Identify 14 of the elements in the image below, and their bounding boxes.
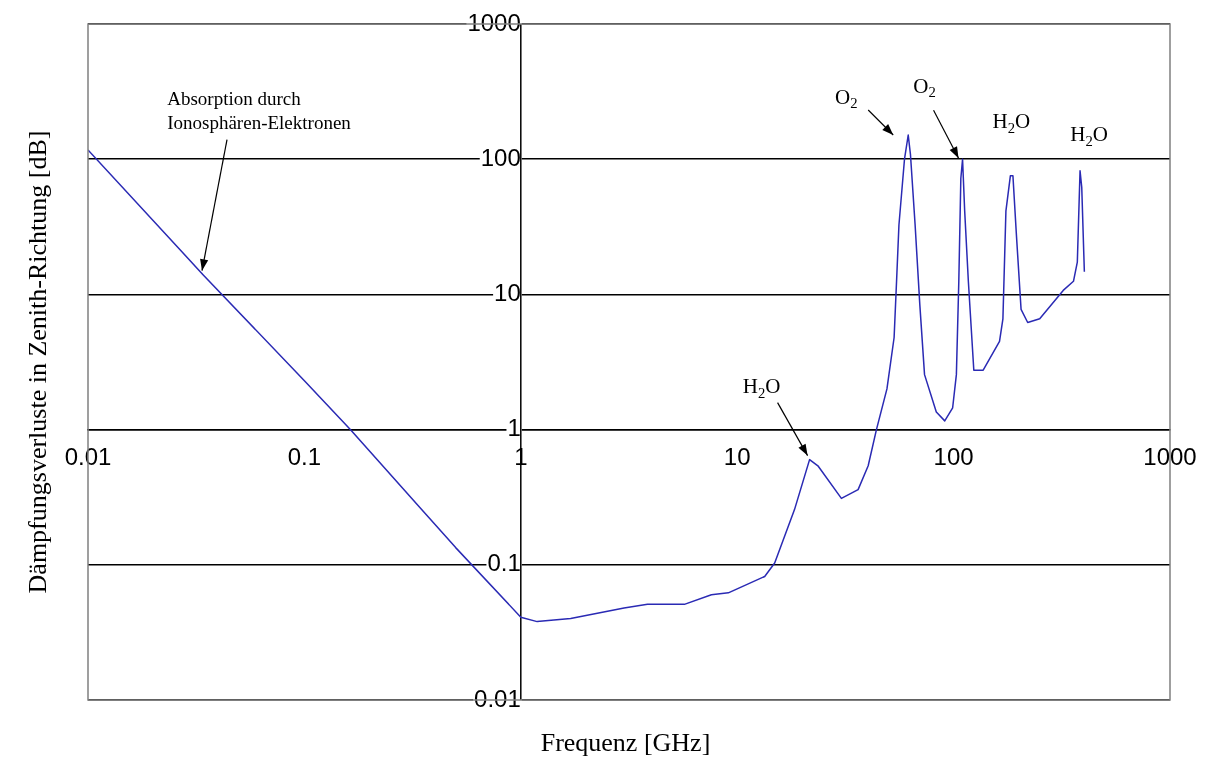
y-tick-label: 0.1 xyxy=(487,549,521,577)
x-tick-label: 0.01 xyxy=(64,442,112,470)
y-tick-label: 100 xyxy=(480,143,521,171)
x-tick-label: 100 xyxy=(933,442,974,470)
y-tick-label: 10 xyxy=(494,279,521,307)
x-tick-label: 1000 xyxy=(1143,442,1197,470)
y-tick-label: 0.01 xyxy=(474,684,521,712)
x-axis-title: Frequenz [GHz] xyxy=(539,728,712,758)
annotation: Absorption durch Ionosphären-Elektronen xyxy=(167,87,352,133)
y-axis-title: Dämpfungsverluste in Zenith-Richtung [dB] xyxy=(23,130,53,594)
y-tick-label: 1000 xyxy=(467,8,521,36)
x-tick-label: 10 xyxy=(723,442,751,470)
y-tick-label: 1 xyxy=(507,414,521,442)
x-tick-label: 0.1 xyxy=(287,442,322,470)
